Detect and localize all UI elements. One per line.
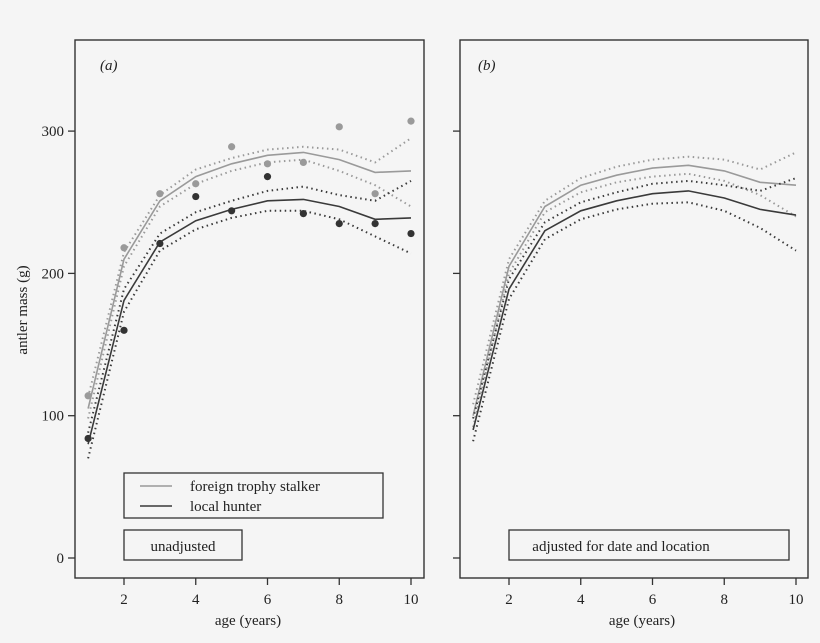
x-tick-label: 6 xyxy=(264,592,272,608)
confidence-band-ci_upper xyxy=(472,151,797,405)
panel-a: 0 100 200 300 2 4 6 8 10 xyxy=(42,39,425,608)
confidence-band-ci_lower xyxy=(472,172,797,428)
data-point xyxy=(120,244,128,252)
data-point xyxy=(84,434,92,443)
legend-label-foreign: foreign trophy stalker xyxy=(190,479,320,495)
y-tick-label: 100 xyxy=(42,409,65,425)
confidence-band-ci_upper xyxy=(87,180,412,434)
x-tick-label: 8 xyxy=(336,592,344,608)
x-axis-label-a: age (years) xyxy=(215,613,281,629)
x-tick-label: 4 xyxy=(577,592,585,608)
annotation-box-a: unadjusted xyxy=(123,529,243,561)
data-point xyxy=(192,192,200,201)
confidence-band-ci_upper xyxy=(87,137,412,398)
legend-label-local: local hunter xyxy=(190,499,261,515)
fit-line xyxy=(87,151,412,409)
data-point xyxy=(156,239,164,248)
data-point xyxy=(299,210,307,218)
annotation-unadjusted: unadjusted xyxy=(151,539,216,555)
panel-b: 2 4 6 8 10 xyxy=(453,39,809,608)
data-point xyxy=(407,117,415,125)
data-point xyxy=(371,190,379,198)
annotation-adjusted: adjusted for date and location xyxy=(532,539,710,555)
confidence-band-ci_upper xyxy=(472,177,797,419)
data-point xyxy=(371,219,379,228)
fit-line xyxy=(87,198,412,445)
data-point xyxy=(299,158,307,167)
confidence-band-ci_lower xyxy=(472,201,797,442)
confidence-band-ci_lower xyxy=(87,209,412,459)
data-point xyxy=(335,123,343,131)
plot-frame xyxy=(459,39,809,579)
x-tick-label: 10 xyxy=(789,592,804,608)
y-tick-label: 0 xyxy=(57,551,65,567)
x-tick-label: 2 xyxy=(505,592,513,608)
x-tick-label: 10 xyxy=(404,592,419,608)
x-tick-label: 6 xyxy=(649,592,657,608)
data-point xyxy=(84,392,92,400)
y-tick-label: 300 xyxy=(42,124,65,140)
data-point xyxy=(156,190,164,198)
legend: foreign trophy stalker local hunter xyxy=(123,472,384,519)
plot-frame xyxy=(74,39,425,579)
x-tick-label: 2 xyxy=(120,592,128,608)
panel-b-label: (b) xyxy=(478,58,496,74)
data-point xyxy=(228,207,236,215)
panel-a-label: (a) xyxy=(100,58,118,74)
y-tick-label: 200 xyxy=(42,266,65,282)
fit-line xyxy=(472,164,797,416)
y-axis-label: antler mass (g) xyxy=(15,265,31,354)
x-axis-label-b: age (years) xyxy=(609,613,675,629)
x-tick-label: 4 xyxy=(192,592,200,608)
data-point xyxy=(263,173,272,181)
data-point xyxy=(120,326,128,334)
data-point xyxy=(192,180,200,188)
confidence-band-ci_lower xyxy=(87,158,412,419)
data-point xyxy=(335,219,343,228)
data-point xyxy=(228,143,236,151)
fit-line xyxy=(472,190,797,431)
annotation-box-b: adjusted for date and location xyxy=(508,529,790,561)
x-tick-label: 8 xyxy=(721,592,729,608)
data-point xyxy=(263,160,272,168)
data-point xyxy=(407,229,415,238)
